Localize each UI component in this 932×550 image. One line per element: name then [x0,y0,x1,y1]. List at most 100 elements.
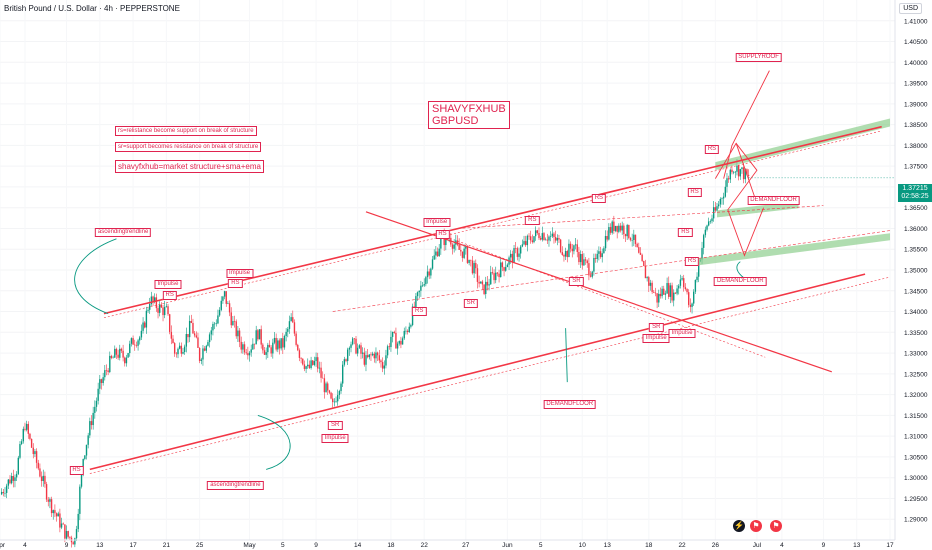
annotation-label[interactable]: ascendingtrendline [94,227,152,237]
price-axis[interactable]: 1.41000 1.40500 1.40000 1.39500 1.39000 1.385… [894,0,932,550]
candle-body [616,225,618,232]
time-tick-label: 13 [853,542,861,549]
price-tick-label: 1.40000 [904,60,928,67]
candle-body [308,364,311,369]
candle-body [717,204,720,207]
time-axis[interactable]: Apr 4 9 13 17 21 25 May 5 9 14 18 22 27 Jun 5 10 13 18 22 26… [0,539,895,549]
candle-body [15,473,18,478]
candle-body [541,233,544,240]
candle-body [669,285,672,297]
candle-body [410,325,412,327]
candle-body [546,239,549,241]
annotation-label[interactable]: RS [687,188,702,198]
candle-body [483,284,485,295]
candle-body [500,262,502,278]
candle-body [742,167,745,180]
annotation-label[interactable]: RS [162,290,177,300]
annotation-label[interactable]: RS [412,306,427,316]
annotation-label[interactable]: Impulse [321,433,349,443]
candle-body [5,485,8,493]
candle-body [729,169,732,180]
note-rs[interactable]: rs=relistance become support on break of… [115,126,257,136]
candle-body [247,353,249,356]
candle-body [619,225,622,231]
candle-body [564,251,567,257]
annotation-label[interactable]: RS [591,194,607,204]
annotation-label[interactable]: DEMANDFLOOR [543,400,597,409]
candle-body [681,278,683,280]
candle-body [624,234,627,237]
annotation-label[interactable]: SR [569,277,584,287]
annotation-label[interactable]: Impulse [668,329,696,339]
annotation-label[interactable]: ascendingtrendline [207,481,264,490]
candle-body [420,285,422,291]
candle-body [112,357,114,359]
currency-button[interactable]: USD [899,3,922,14]
candle-body [656,293,658,303]
brand-box[interactable]: SHAVYFXHUB GBPUSD [428,101,510,129]
annotation-label[interactable]: Impulse [226,269,254,279]
candle-body [518,253,520,257]
candle-body [14,477,16,481]
candle-body [37,462,39,469]
candle-body [315,357,317,362]
candle-body [596,253,598,259]
last-price-tag: 1.37215 02:58:25 [898,184,932,202]
candle-body [400,341,402,345]
candle-body [433,255,435,260]
annotation-label[interactable]: RS [69,466,84,476]
flag-icon[interactable]: ⚑ [770,520,782,532]
candle-body [506,264,509,268]
annotation-label[interactable]: RS [525,215,540,225]
annotation-label[interactable]: Impulse [642,334,670,344]
annotation-label[interactable]: Impulse [154,279,182,289]
annotation-label[interactable]: SUPPLYROOF [735,53,782,63]
candle-body [460,249,462,252]
flag-icon[interactable]: ⚑ [750,520,762,532]
brand-name: SHAVYFXHUB [432,103,506,115]
annotation-label[interactable]: RS [435,229,450,239]
note-structure[interactable]: shavyfxhub=market structure+sma+ema [115,160,264,173]
annotation-label[interactable]: RS [228,279,243,289]
annotation-label[interactable]: Impulse [423,218,451,228]
candle-body [526,235,529,246]
symbol-title[interactable]: British Pound / U.S. Dollar · 4h · PEPPE… [4,4,180,13]
candle-body [553,233,555,238]
candle-body [549,236,552,237]
candle-body [154,297,156,302]
candle-body [257,330,259,340]
note-sr[interactable]: sr=support becomes resistance on break o… [115,142,262,152]
candle-body [140,330,143,338]
annotation-label[interactable]: RS [684,256,700,266]
time-tick-label: 18 [645,542,653,549]
time-tick-label: 18 [387,542,395,549]
candle-body [406,330,409,333]
annotation-label[interactable]: RS [704,144,720,154]
lightning-icon[interactable]: ⚡ [733,520,745,532]
candle-body [19,444,21,458]
candle-body [333,401,336,403]
candle-body [664,293,667,295]
candle-body [548,236,550,241]
annotation-label[interactable]: DEMANDFLOOR [713,277,767,287]
time-tick-label: 13 [96,542,104,549]
time-tick-label: 9 [314,542,318,549]
candle-body [603,248,605,254]
annotation-label[interactable]: DEMANDFLOOR [747,196,800,206]
annotation-label[interactable]: SR [649,323,664,333]
candle-body [503,267,505,271]
candle-body [744,169,746,180]
candle-body [228,303,231,313]
candle-body [160,304,163,308]
upper-trendline-dashed [103,130,882,319]
candle-body [365,355,367,365]
price-tick-label: 1.31000 [904,434,928,441]
annotation-label[interactable]: SR [328,420,343,430]
candle-body [476,268,479,282]
annotation-label[interactable]: RS [678,227,693,237]
candle-body [361,352,364,354]
annotation-label[interactable]: SR [463,299,478,309]
candle-body [335,401,337,402]
candle-body [658,293,660,303]
